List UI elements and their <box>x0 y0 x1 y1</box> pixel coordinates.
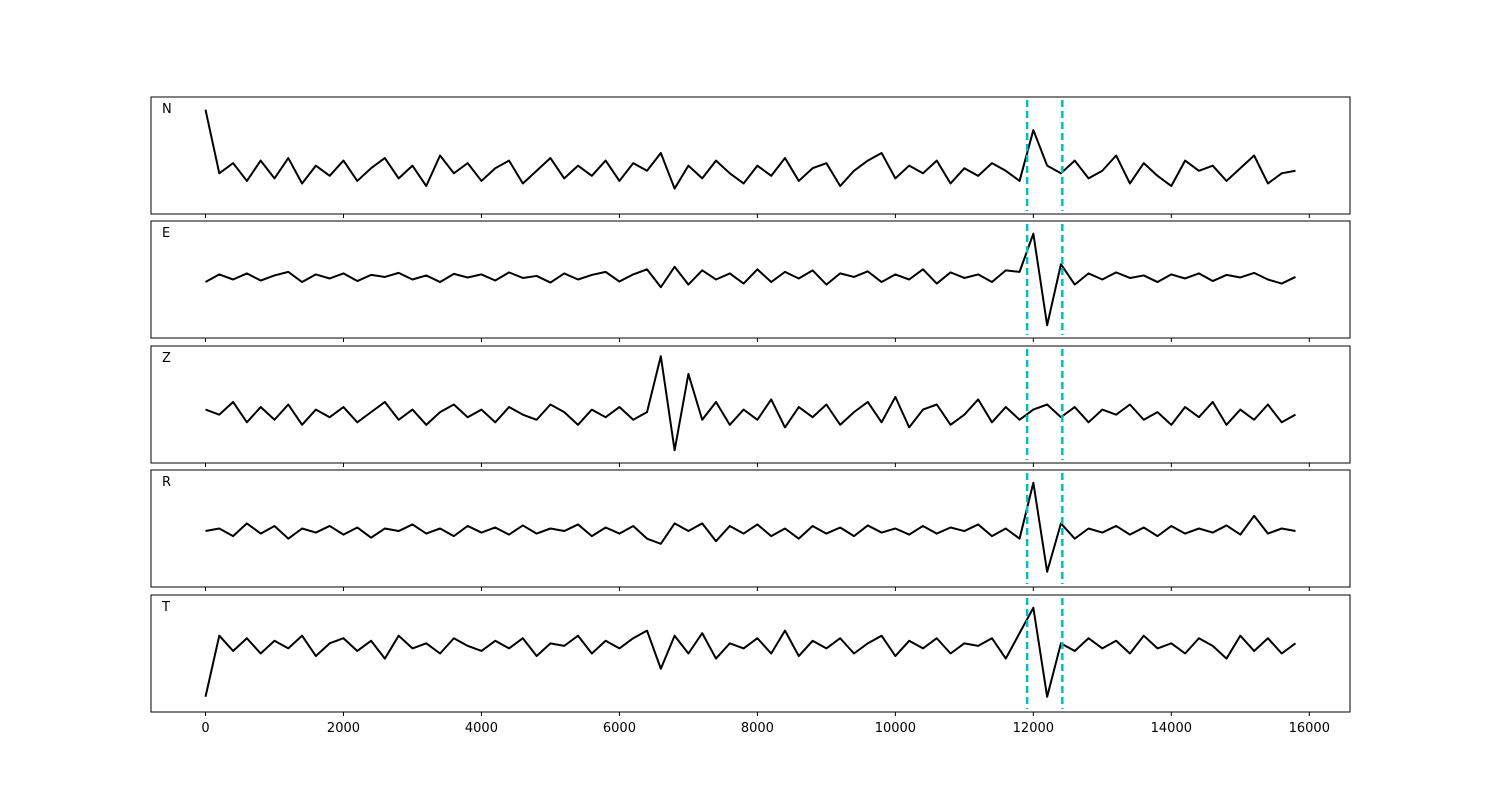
panel-frame <box>150 594 1351 713</box>
panel-label: E <box>162 226 170 241</box>
trace <box>205 232 1296 327</box>
panel-label: Z <box>162 351 171 366</box>
trace <box>205 355 1296 452</box>
panel-frame <box>150 469 1351 588</box>
x-tick-label: 12000 <box>1013 721 1054 736</box>
trace <box>204 109 1296 190</box>
x-tick-label: 0 <box>201 721 209 736</box>
x-tick-label: 2000 <box>327 721 360 736</box>
x-tick-label: 14000 <box>1151 721 1192 736</box>
panel-frame <box>150 220 1351 339</box>
trace <box>205 481 1296 573</box>
trace <box>204 606 1297 698</box>
panel-label: T <box>161 600 170 615</box>
x-tick-label: 16000 <box>1289 721 1330 736</box>
x-tick-label: 10000 <box>875 721 916 736</box>
panel-frame <box>150 345 1351 464</box>
panel-label: R <box>162 475 171 490</box>
panel-frame <box>150 96 1351 215</box>
x-tick-label: 6000 <box>603 721 636 736</box>
x-tick-label: 8000 <box>741 721 774 736</box>
x-tick-label: 4000 <box>465 721 498 736</box>
panel-label: N <box>162 102 172 117</box>
